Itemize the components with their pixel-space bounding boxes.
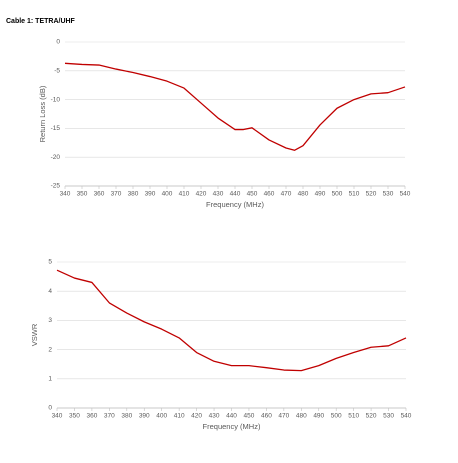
x-tick-label: 400 <box>156 413 167 420</box>
x-tick-label: 540 <box>400 191 411 198</box>
x-tick-label: 420 <box>191 413 202 420</box>
x-tick-label: 340 <box>60 191 71 198</box>
x-tick-label: 490 <box>313 413 324 420</box>
x-tick-label: 530 <box>383 413 394 420</box>
y-tick-label: 0 <box>48 405 52 412</box>
x-tick-label: 470 <box>281 191 292 198</box>
x-tick-label: 390 <box>139 413 150 420</box>
y-tick-label: -20 <box>51 154 61 161</box>
data-line <box>56 269 407 372</box>
x-tick-label: 340 <box>52 413 63 420</box>
y-tick-label: 1 <box>48 376 52 383</box>
x-tick-label: 450 <box>247 191 258 198</box>
x-tick-label: 510 <box>349 191 360 198</box>
x-tick-label: 520 <box>366 191 377 198</box>
data-line <box>64 62 406 151</box>
x-tick-label: 350 <box>69 413 80 420</box>
x-tick-label: 350 <box>77 191 88 198</box>
x-axis-label: Frequency (MHz) <box>203 422 261 431</box>
x-tick-label: 430 <box>209 413 220 420</box>
x-tick-label: 360 <box>86 413 97 420</box>
x-tick-label: 370 <box>111 191 122 198</box>
x-tick-label: 500 <box>332 191 343 198</box>
x-axis-label: Frequency (MHz) <box>206 200 264 209</box>
y-tick-label: 0 <box>56 39 60 46</box>
y-tick-label: 2 <box>48 346 52 353</box>
x-tick-label: 380 <box>121 413 132 420</box>
x-tick-label: 410 <box>179 191 190 198</box>
x-tick-label: 380 <box>128 191 139 198</box>
x-tick-label: 440 <box>230 191 241 198</box>
x-tick-label: 530 <box>383 191 394 198</box>
x-tick-label: 460 <box>264 191 275 198</box>
x-tick-label: 440 <box>226 413 237 420</box>
page-title: Cable 1: TETRA/UHF <box>6 18 76 25</box>
x-tick-label: 430 <box>213 191 224 198</box>
x-tick-label: 360 <box>94 191 105 198</box>
y-axis-label: Return Loss (dB) <box>38 85 47 142</box>
y-tick-label: -10 <box>51 96 61 103</box>
x-tick-label: 370 <box>104 413 115 420</box>
y-axis-label: VSWR <box>30 323 39 346</box>
y-tick-label: -25 <box>51 183 61 190</box>
x-tick-label: 510 <box>348 413 359 420</box>
x-tick-label: 410 <box>174 413 185 420</box>
x-tick-label: 480 <box>298 191 309 198</box>
y-tick-label: -15 <box>51 125 61 132</box>
y-tick-label: 4 <box>48 288 52 295</box>
x-tick-label: 540 <box>401 413 412 420</box>
x-tick-label: 450 <box>244 413 255 420</box>
x-tick-label: 470 <box>278 413 289 420</box>
y-tick-label: -5 <box>54 68 60 75</box>
x-tick-label: 390 <box>145 191 156 198</box>
x-tick-label: 480 <box>296 413 307 420</box>
y-tick-label: 3 <box>48 317 52 324</box>
x-tick-label: 400 <box>162 191 173 198</box>
x-tick-label: 420 <box>196 191 207 198</box>
x-tick-label: 460 <box>261 413 272 420</box>
x-tick-label: 500 <box>331 413 342 420</box>
x-tick-label: 490 <box>315 191 326 198</box>
y-tick-label: 5 <box>48 259 52 266</box>
x-tick-label: 520 <box>366 413 377 420</box>
